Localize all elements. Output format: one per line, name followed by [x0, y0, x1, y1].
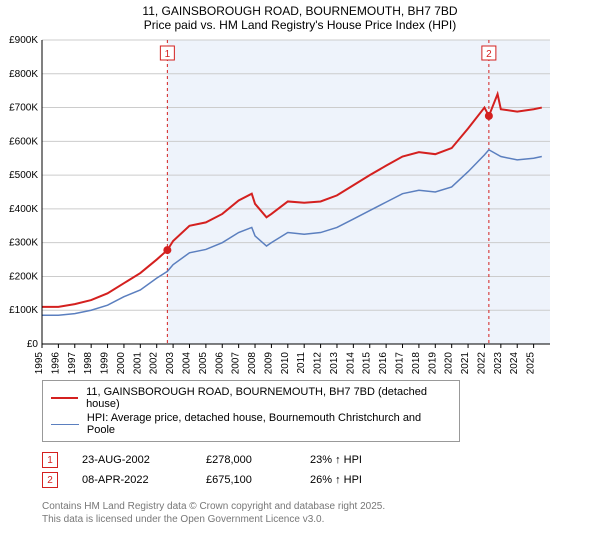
svg-text:2000: 2000 — [116, 352, 127, 374]
svg-text:2002: 2002 — [149, 352, 160, 374]
svg-text:2014: 2014 — [345, 352, 356, 374]
svg-text:2007: 2007 — [231, 352, 242, 374]
svg-text:£500K: £500K — [9, 170, 38, 181]
svg-text:2024: 2024 — [509, 352, 520, 374]
svg-text:£600K: £600K — [9, 136, 38, 147]
svg-text:2017: 2017 — [395, 352, 406, 374]
svg-text:2003: 2003 — [165, 352, 176, 374]
svg-text:2023: 2023 — [493, 352, 504, 374]
svg-text:2015: 2015 — [362, 352, 373, 374]
footer-line1: Contains HM Land Registry data © Crown c… — [42, 500, 600, 513]
svg-text:2: 2 — [486, 49, 492, 60]
address-title: 11, GAINSBOROUGH ROAD, BOURNEMOUTH, BH7 … — [0, 4, 600, 18]
legend-row: HPI: Average price, detached house, Bour… — [51, 411, 451, 437]
sales-list: 1 23-AUG-2002 £278,000 23% ↑ HPI 2 08-APR-202… — [42, 450, 600, 490]
svg-text:2006: 2006 — [214, 352, 225, 374]
svg-text:£200K: £200K — [9, 271, 38, 282]
svg-text:£0: £0 — [27, 339, 39, 350]
svg-text:1998: 1998 — [83, 352, 94, 374]
sale-row: 2 08-APR-2022 £675,100 26% ↑ HPI — [42, 470, 600, 490]
svg-text:1997: 1997 — [67, 352, 78, 374]
legend-swatch — [51, 424, 79, 425]
sale-date: 08-APR-2022 — [82, 474, 182, 486]
sale-row: 1 23-AUG-2002 £278,000 23% ↑ HPI — [42, 450, 600, 470]
svg-text:2009: 2009 — [263, 352, 274, 374]
svg-text:£100K: £100K — [9, 305, 38, 316]
svg-text:£300K: £300K — [9, 238, 38, 249]
svg-text:1996: 1996 — [50, 352, 61, 374]
svg-text:2020: 2020 — [444, 352, 455, 374]
footer-line2: This data is licensed under the Open Gov… — [42, 513, 600, 526]
svg-text:2004: 2004 — [181, 352, 192, 374]
legend-box: 11, GAINSBOROUGH ROAD, BOURNEMOUTH, BH7 … — [42, 380, 460, 442]
svg-text:2019: 2019 — [427, 352, 438, 374]
svg-text:2022: 2022 — [476, 352, 487, 374]
legend-label: HPI: Average price, detached house, Bour… — [87, 412, 451, 436]
sale-price: £278,000 — [206, 454, 286, 466]
svg-text:1: 1 — [165, 49, 171, 60]
svg-text:2010: 2010 — [280, 352, 291, 374]
sale-delta: 26% ↑ HPI — [310, 474, 390, 486]
svg-text:1999: 1999 — [100, 352, 111, 374]
chart-area: £0 £100K £200K £300K £400K £500K £600K £700K £80… — [0, 34, 600, 374]
legend-swatch — [51, 397, 78, 399]
chart-titles: 11, GAINSBOROUGH ROAD, BOURNEMOUTH, BH7 … — [0, 0, 600, 34]
legend-label: 11, GAINSBOROUGH ROAD, BOURNEMOUTH, BH7 … — [86, 386, 451, 410]
svg-text:2001: 2001 — [132, 352, 143, 374]
svg-text:2008: 2008 — [247, 352, 258, 374]
subtitle: Price paid vs. HM Land Registry's House … — [0, 18, 600, 32]
svg-text:£400K: £400K — [9, 204, 38, 215]
line-chart: £0 £100K £200K £300K £400K £500K £600K £700K £80… — [0, 34, 560, 374]
footer-attribution: Contains HM Land Registry data © Crown c… — [42, 500, 600, 526]
sale-badge: 2 — [42, 472, 58, 488]
svg-text:£800K: £800K — [9, 69, 38, 80]
svg-text:2012: 2012 — [313, 352, 324, 374]
sale-badge: 1 — [42, 452, 58, 468]
svg-text:2005: 2005 — [198, 352, 209, 374]
svg-text:2011: 2011 — [296, 352, 307, 374]
sale-delta: 23% ↑ HPI — [310, 454, 390, 466]
svg-text:2021: 2021 — [460, 352, 471, 374]
svg-text:2025: 2025 — [526, 352, 537, 374]
svg-text:1995: 1995 — [34, 352, 45, 374]
legend-row: 11, GAINSBOROUGH ROAD, BOURNEMOUTH, BH7 … — [51, 385, 451, 411]
svg-text:£900K: £900K — [9, 35, 38, 46]
sale-date: 23-AUG-2002 — [82, 454, 182, 466]
sale-price: £675,100 — [206, 474, 286, 486]
svg-text:2013: 2013 — [329, 352, 340, 374]
svg-text:2018: 2018 — [411, 352, 422, 374]
svg-text:2016: 2016 — [378, 352, 389, 374]
svg-text:£700K: £700K — [9, 103, 38, 114]
